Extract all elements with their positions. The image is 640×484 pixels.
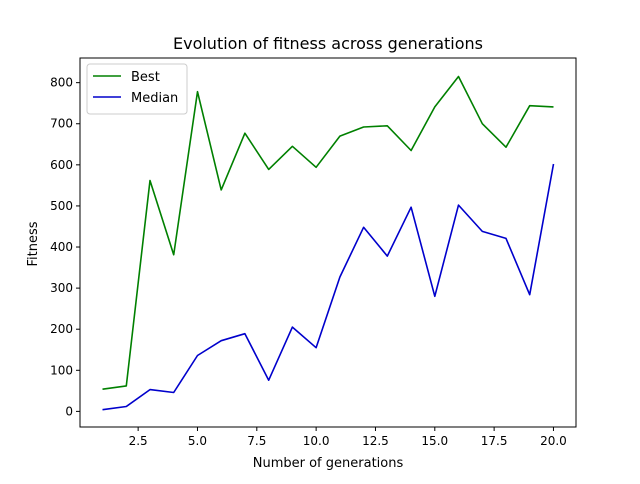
x-tick-label: 17.5 [481,434,508,448]
y-axis-label: Fitness [26,221,41,266]
y-axis: 0 100 200 300 400 500 600 700 800 [50,76,80,418]
y-tick-label: 100 [50,363,73,377]
x-tick-label: 10.0 [303,434,330,448]
x-tick-label: 15.0 [421,434,448,448]
y-tick-label: 0 [65,404,73,418]
x-tick-label: 12.5 [362,434,389,448]
legend-label-best: Best [131,70,160,85]
legend: Best Median [86,63,188,115]
y-tick-label: 300 [50,281,73,295]
x-axis-label: Number of generations [253,456,404,471]
plot-series [102,75,555,411]
y-tick-label: 400 [50,240,73,254]
y-tick-label: 800 [50,76,73,90]
y-tick-label: 700 [50,117,73,131]
legend-label-median: Median [131,91,178,106]
y-tick-label: 500 [50,199,73,213]
chart-title: Evolution of fitness across generations [173,34,483,53]
x-axis: 2.5 5.0 7.5 10.0 12.5 15.0 17.5 20.0 [129,427,567,448]
series-line-median [102,163,555,411]
y-tick-label: 200 [50,322,73,336]
series-line-best [102,75,554,390]
plot-frame [79,57,577,428]
x-tick-label: 2.5 [129,434,148,448]
y-tick-label: 600 [50,158,73,172]
x-tick-label: 5.0 [188,434,207,448]
x-tick-label: 7.5 [247,434,266,448]
x-tick-label: 20.0 [540,434,567,448]
